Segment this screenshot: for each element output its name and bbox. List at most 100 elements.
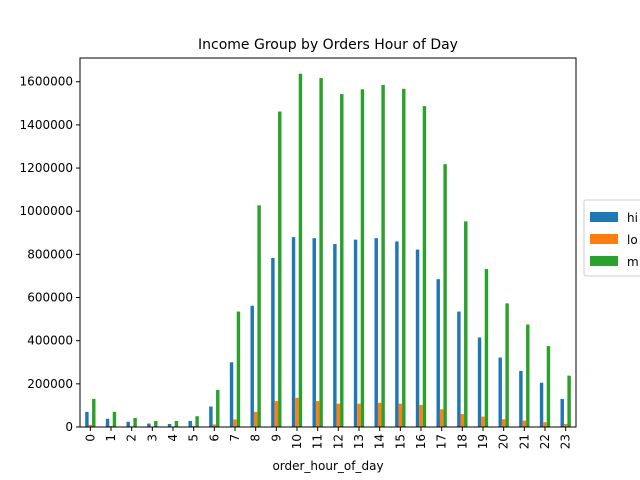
bar-hi-3 — [147, 423, 151, 427]
bar-m-12 — [340, 94, 344, 427]
bar-hi-22 — [539, 382, 544, 427]
x-axis: 0 1 2 3 4 5 6 7 8 9 10 11 12 13 14 15 16 17 18 19 20 21 22 23 — [83, 427, 573, 449]
x-tick-label: 5 — [187, 434, 201, 442]
bar-hi-21 — [519, 370, 523, 427]
legend-label-lo: lo — [627, 233, 638, 247]
x-tick-label: 18 — [455, 434, 469, 449]
bar-lo-17 — [439, 409, 444, 427]
x-tick-label: 10 — [290, 434, 304, 449]
bar-lo-11 — [315, 401, 320, 427]
x-axis-label: order_hour_of_day — [272, 459, 383, 473]
x-tick-label: 4 — [166, 434, 180, 442]
legend-label-m: m — [627, 255, 639, 269]
x-tick-label: 6 — [207, 434, 221, 442]
bar-m-11 — [319, 78, 323, 427]
bar-hi-7 — [229, 362, 234, 427]
bar-hi-12 — [333, 244, 337, 427]
legend-swatch-m — [590, 256, 618, 266]
bar-hi-6 — [209, 406, 213, 427]
bar-m-10 — [298, 73, 303, 427]
bar-hi-10 — [291, 237, 296, 427]
x-tick-label: 13 — [352, 434, 366, 449]
x-tick-label: 7 — [228, 434, 242, 442]
y-tick-label: 1400000 — [20, 118, 73, 132]
bar-m-9 — [278, 111, 282, 428]
bar-m-14 — [381, 84, 385, 427]
legend: hi lo m — [583, 199, 640, 277]
y-tick-label: 0 — [65, 420, 73, 434]
bar-m-5 — [195, 416, 199, 427]
y-tick-label: 1600000 — [20, 75, 73, 89]
bar-hi-19 — [477, 337, 482, 427]
x-tick-label: 22 — [538, 434, 552, 449]
bar-hi-4 — [167, 423, 172, 427]
bar-lo-19 — [481, 416, 485, 427]
x-tick-label: 9 — [269, 434, 283, 442]
x-tick-label: 20 — [497, 434, 511, 449]
y-axis: 0 200000 400000 600000 800000 1000000 1200000 1… — [20, 75, 80, 434]
bar-m-3 — [154, 420, 158, 427]
bar-m-4 — [174, 420, 179, 427]
bar-m-22 — [546, 346, 551, 427]
bar-m-7 — [236, 311, 241, 427]
bar-m-15 — [402, 88, 406, 428]
bar-hi-13 — [353, 239, 358, 427]
x-tick-label: 14 — [373, 434, 387, 449]
bar-lo-9 — [274, 401, 279, 427]
bar-lo-23 — [563, 423, 568, 427]
bar-m-18 — [464, 221, 468, 427]
bar-lo-12 — [336, 403, 341, 427]
x-tick-label: 1 — [104, 434, 118, 442]
bar-hi-16 — [415, 249, 420, 427]
bar-lo-10 — [295, 397, 299, 427]
x-tick-label: 23 — [559, 434, 573, 449]
bar-lo-20 — [501, 419, 506, 427]
legend-label-hi: hi — [627, 211, 638, 225]
bar-m-6 — [216, 389, 220, 427]
bar-m-16 — [422, 106, 427, 428]
y-tick-label: 800000 — [27, 247, 73, 261]
bar-hi-15 — [395, 241, 399, 427]
bar-lo-22 — [543, 422, 547, 427]
bar-hi-0 — [85, 411, 89, 427]
bar-lo-21 — [522, 420, 527, 427]
bar-hi-9 — [271, 258, 275, 427]
bar-lo-18 — [460, 414, 465, 427]
bar-hi-5 — [188, 420, 192, 427]
bar-lo-0 — [88, 424, 93, 427]
x-tick-label: 19 — [476, 434, 490, 449]
bar-hi-1 — [105, 418, 110, 427]
bar-hi-11 — [312, 238, 316, 427]
bars-layer — [85, 73, 571, 428]
y-tick-label: 200000 — [27, 377, 73, 391]
x-tick-label: 2 — [125, 434, 139, 442]
x-tick-label: 11 — [311, 434, 325, 449]
bar-m-19 — [484, 269, 489, 427]
bar-lo-6 — [212, 424, 217, 427]
bar-lo-8 — [253, 411, 258, 427]
bar-m-2 — [133, 417, 137, 427]
bar-hi-2 — [126, 421, 130, 427]
bar-m-17 — [443, 164, 447, 428]
x-tick-label: 3 — [145, 434, 159, 442]
bar-m-21 — [526, 324, 530, 427]
bar-m-13 — [360, 89, 365, 427]
y-tick-label: 600000 — [27, 291, 73, 305]
bar-m-1 — [112, 411, 117, 427]
bar-lo-13 — [357, 403, 361, 427]
bar-lo-1 — [109, 425, 113, 427]
bar-hi-8 — [250, 305, 254, 427]
bar-hi-20 — [498, 357, 502, 427]
bar-m-20 — [505, 303, 509, 427]
bar-lo-16 — [419, 404, 423, 427]
x-tick-label: 17 — [435, 434, 449, 449]
x-tick-label: 0 — [83, 434, 97, 442]
bar-hi-23 — [560, 398, 564, 427]
x-tick-label: 16 — [414, 434, 428, 449]
bar-m-23 — [567, 375, 571, 427]
legend-swatch-lo — [590, 234, 618, 244]
x-tick-label: 21 — [517, 434, 531, 449]
chart-title: Income Group by Orders Hour of Day — [198, 37, 458, 53]
bar-hi-14 — [374, 238, 378, 427]
